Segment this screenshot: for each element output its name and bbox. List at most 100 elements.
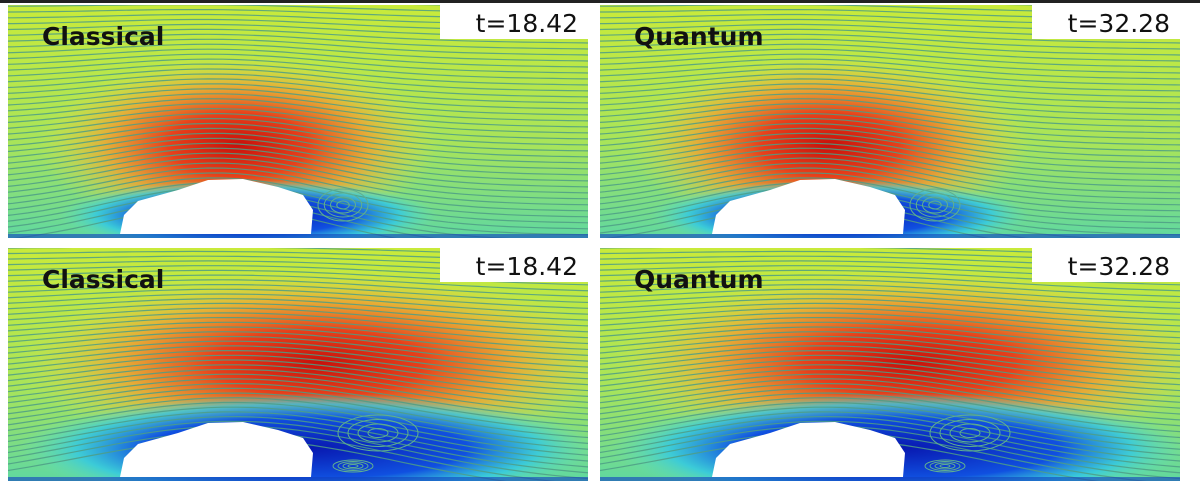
time-box — [1032, 248, 1180, 282]
streamline — [600, 359, 1180, 398]
vortex — [929, 461, 961, 471]
streamline — [600, 93, 1180, 122]
streamline — [600, 73, 1180, 98]
vortex — [342, 462, 364, 470]
streamline — [600, 33, 1180, 50]
ground — [8, 234, 588, 238]
vortex — [915, 192, 955, 218]
streamline — [8, 415, 588, 468]
streamline — [8, 354, 588, 392]
ground — [8, 477, 588, 481]
time-label: t=32.28 — [1068, 252, 1170, 281]
time-label: t=18.42 — [476, 252, 578, 281]
streamline — [600, 58, 1180, 80]
streamline — [600, 284, 1180, 304]
streamline — [8, 88, 588, 116]
streamline — [8, 420, 588, 474]
streamline — [8, 406, 588, 456]
streamline — [8, 182, 588, 230]
streamline — [600, 383, 1180, 427]
streamline — [600, 162, 1180, 206]
streamline — [8, 122, 588, 158]
streamline — [8, 326, 588, 356]
streamline — [8, 359, 588, 398]
vortex — [949, 423, 991, 443]
streamline — [600, 392, 1180, 439]
streamline — [600, 279, 1180, 298]
streamline — [600, 78, 1180, 104]
streamline — [8, 364, 588, 403]
vortex — [939, 464, 951, 468]
streamline — [600, 274, 1180, 292]
streamline — [8, 340, 588, 374]
streamline — [8, 93, 588, 122]
streamline — [8, 103, 588, 134]
vortex — [337, 414, 419, 452]
streamline — [600, 425, 1180, 480]
streamline — [8, 373, 588, 415]
streamline — [600, 288, 1180, 309]
time-box — [1032, 5, 1180, 39]
streamline — [600, 387, 1180, 433]
streamline — [8, 274, 588, 292]
streamline — [8, 33, 588, 50]
streamline — [600, 122, 1180, 158]
vortex — [959, 428, 981, 438]
time-box — [440, 248, 588, 282]
streamline — [8, 293, 588, 315]
streamline — [8, 345, 588, 380]
streamline — [600, 368, 1180, 409]
streamline — [8, 397, 588, 444]
streamline — [8, 431, 556, 481]
streamline — [8, 48, 588, 68]
streamline — [600, 415, 1180, 468]
streamline — [8, 284, 588, 304]
vortex — [367, 428, 389, 438]
streamline — [600, 298, 1180, 321]
streamline — [600, 321, 1180, 351]
vortex — [909, 188, 961, 222]
car-body — [712, 422, 905, 477]
streamline — [8, 279, 588, 298]
vortex — [336, 200, 350, 210]
vortex — [323, 192, 363, 218]
streamline — [8, 127, 588, 164]
ground — [600, 477, 1180, 481]
car-body — [120, 422, 313, 477]
streamline — [600, 307, 1180, 333]
streamline — [600, 345, 1180, 380]
streamline — [600, 28, 1180, 44]
streamline — [600, 43, 1180, 62]
streamline — [600, 182, 1180, 230]
streamline — [8, 317, 588, 345]
vortex — [337, 461, 369, 471]
streamline — [600, 177, 1180, 224]
vortex — [332, 459, 374, 473]
streamline — [8, 392, 588, 439]
streamline — [8, 137, 588, 176]
streamline — [8, 152, 588, 194]
streamline — [600, 98, 1180, 128]
method-label: Quantum — [634, 22, 764, 51]
streamline — [8, 132, 588, 170]
vortex — [928, 200, 942, 210]
streamline — [8, 107, 588, 140]
streamline — [8, 411, 588, 462]
method-label: Classical — [42, 22, 164, 51]
streamline — [600, 48, 1180, 68]
streamline — [8, 335, 588, 368]
streamline — [8, 28, 588, 44]
streamline — [8, 177, 588, 224]
streamline — [600, 293, 1180, 315]
car-body — [120, 179, 313, 234]
streamline — [600, 38, 1180, 56]
streamline — [8, 331, 588, 362]
flow-panel: Classical t=18.42 — [8, 5, 588, 238]
top-rule — [0, 0, 1200, 3]
streamline — [8, 167, 588, 212]
streamline — [8, 298, 588, 321]
streamline — [600, 401, 1180, 450]
vortex — [934, 462, 956, 470]
streamline — [8, 78, 588, 104]
streamline — [8, 172, 588, 218]
